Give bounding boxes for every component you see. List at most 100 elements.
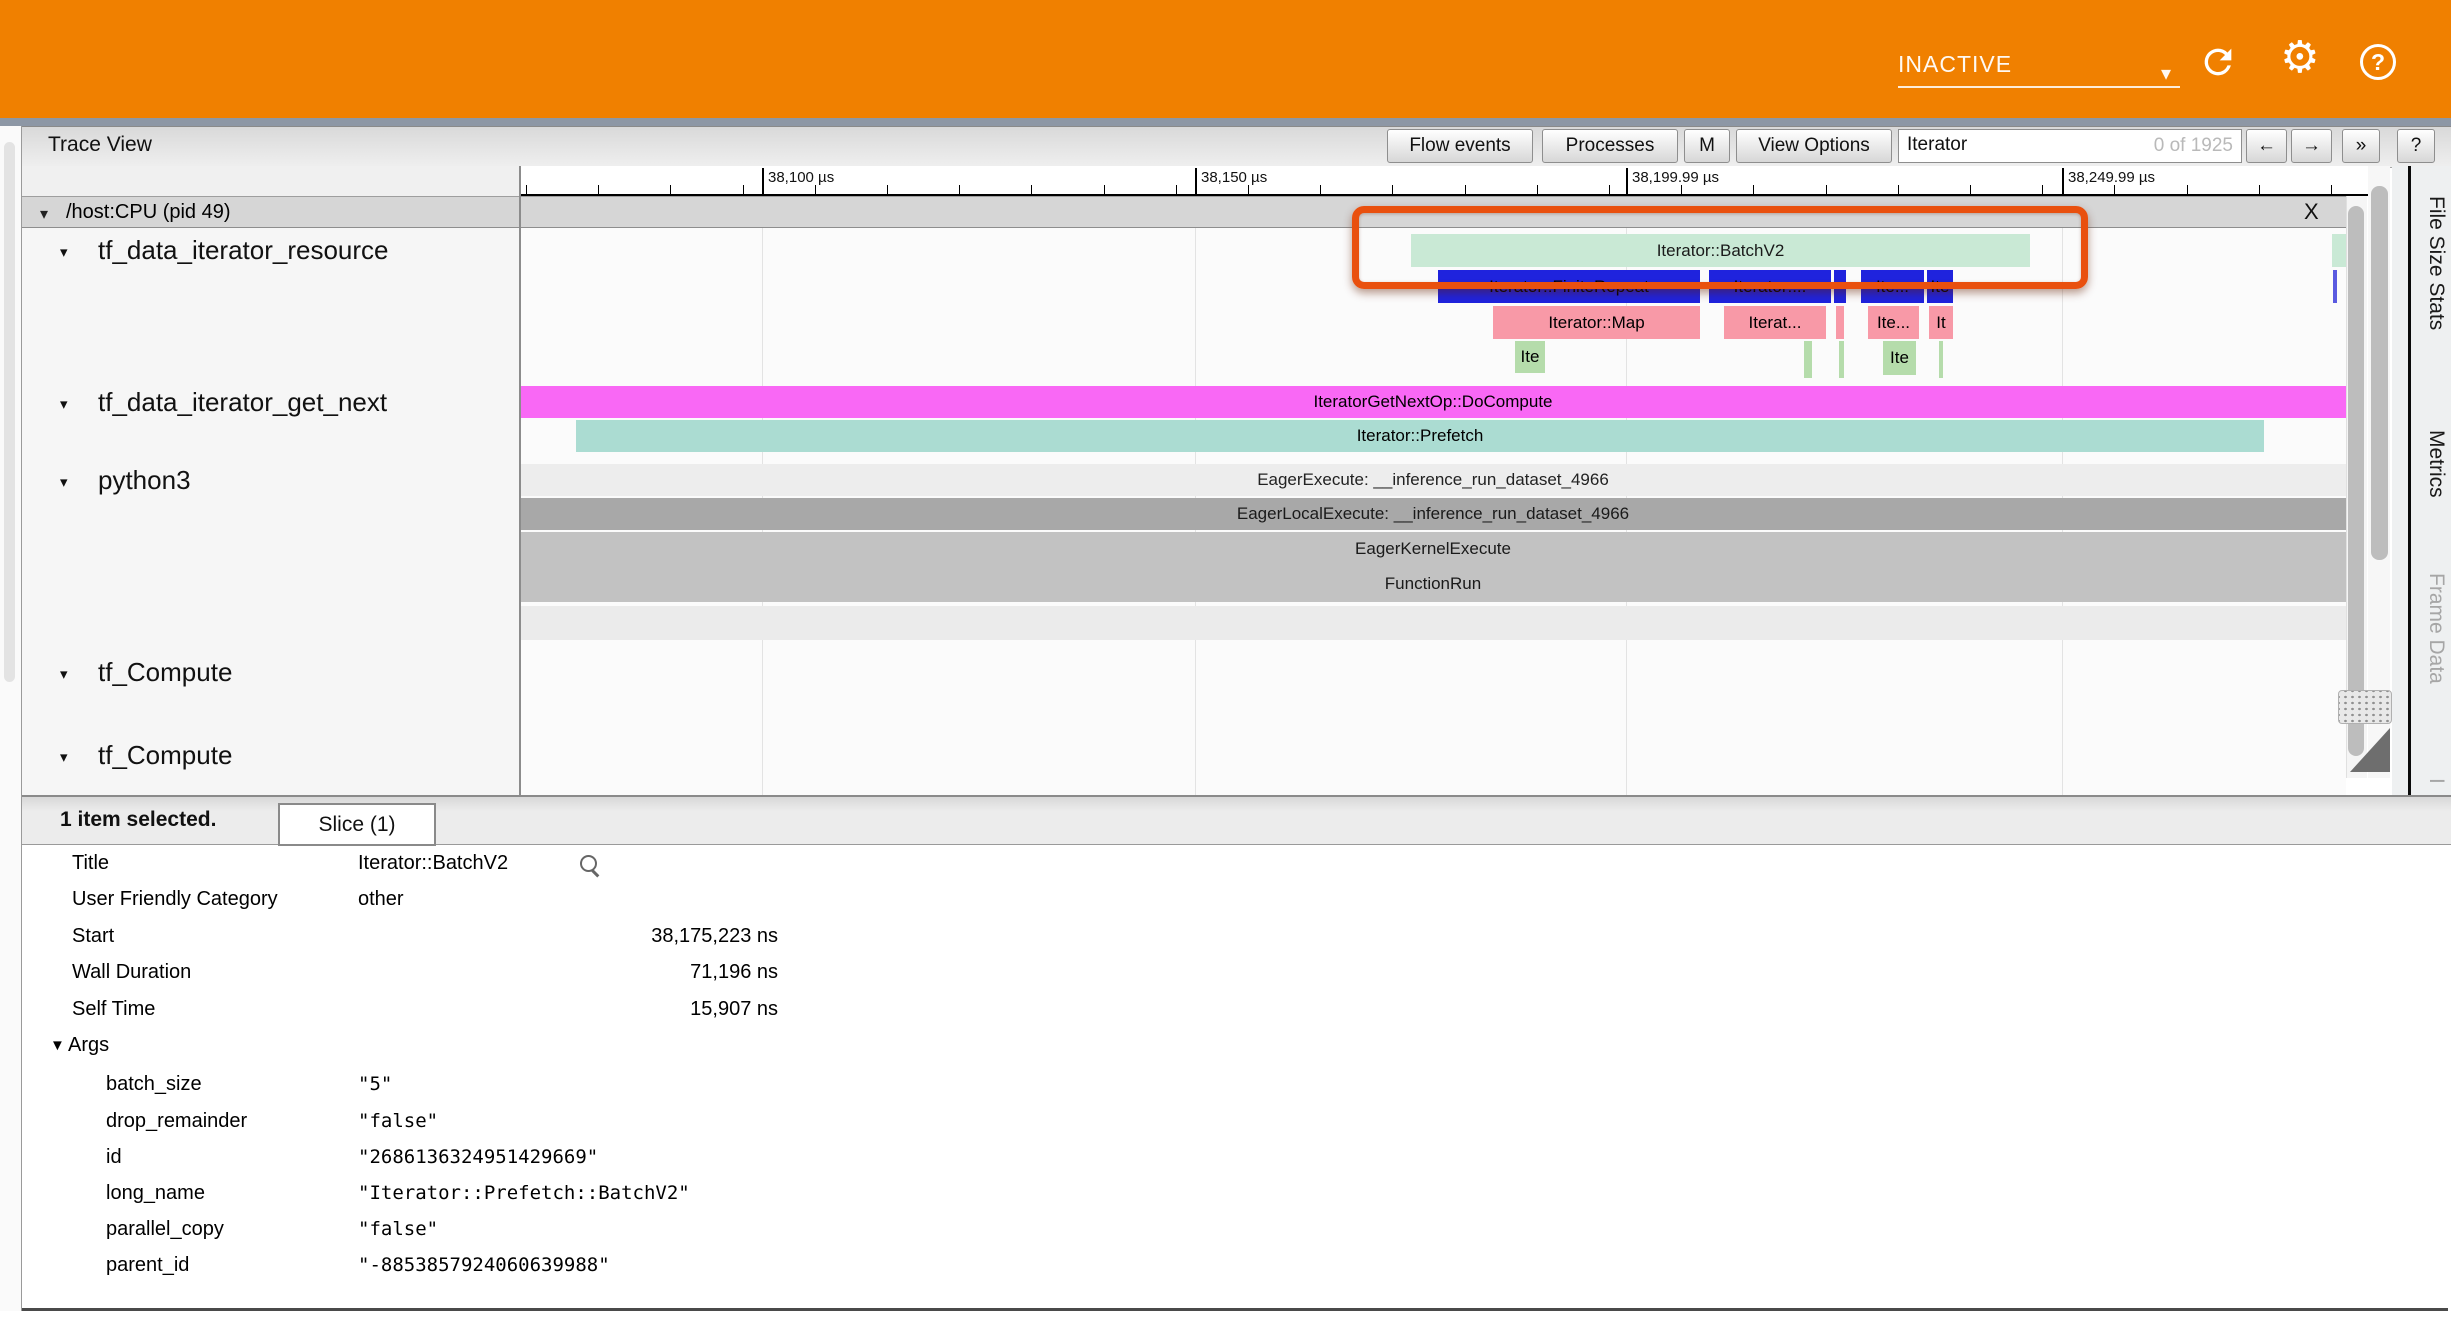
arg-label: drop_remainder xyxy=(106,1109,248,1132)
gutter-scrollbar-thumb[interactable] xyxy=(4,142,15,682)
arg-row-parent_id: parent_id "-8853857924060639988" xyxy=(22,1254,2451,1290)
toolbar-help-button[interactable]: ? xyxy=(2397,129,2435,163)
ruler-minor-tick xyxy=(2331,185,2332,194)
track-label-text: python3 xyxy=(98,465,191,495)
find-next-button[interactable]: → xyxy=(2291,129,2332,163)
arg-value: "-8853857924060639988" xyxy=(358,1254,610,1277)
help-icon[interactable]: ? xyxy=(2360,44,2396,80)
track-label-tf_data_iterator_get_next[interactable]: ▾ tf_data_iterator_get_next xyxy=(22,387,519,419)
arg-value: "5" xyxy=(358,1073,393,1096)
args-section-header[interactable]: ▼ Args xyxy=(22,1034,2451,1070)
ruler-minor-tick xyxy=(670,185,672,194)
track-label-python3[interactable]: ▾ python3 xyxy=(22,465,519,497)
arg-row-drop_remainder: drop_remainder "false" xyxy=(22,1110,2451,1146)
header-divider xyxy=(0,118,2451,126)
arg-label: parallel_copy xyxy=(106,1218,224,1241)
ruler-tick-label: 38,100 µs xyxy=(768,169,835,186)
timeline-slice[interactable] xyxy=(2333,270,2337,303)
timeline-slice-iterator-map[interactable]: Iterator::Map xyxy=(1493,306,1700,339)
process-header[interactable]: ▾ /host:CPU (pid 49) X xyxy=(22,196,2346,228)
timeline-slice[interactable] xyxy=(1834,270,1846,303)
timeline-slice[interactable] xyxy=(521,606,2346,640)
timeline-slice-ite[interactable]: Ite xyxy=(1883,341,1916,375)
timeline-scrollbar-thumb[interactable] xyxy=(2348,206,2364,756)
timeline-slice-ite[interactable]: Ite xyxy=(1515,341,1545,373)
tab-slice[interactable]: Slice (1) xyxy=(278,803,436,846)
selection-status-text: 1 item selected. xyxy=(60,808,217,831)
timeline-slice-iterator-batchv2[interactable]: Iterator::BatchV2 xyxy=(1411,234,2030,267)
collapse-triangle-icon: ▾ xyxy=(60,244,68,261)
find-result-count: 0 of 1925 xyxy=(2153,135,2233,156)
close-icon[interactable]: X xyxy=(2304,199,2319,224)
timeline-slice-eagerlocalexecute-inference-run-dataset-4966[interactable]: EagerLocalExecute: __inference_run_datas… xyxy=(521,498,2346,530)
timeline-slice-iterator-[interactable]: Iterator:... xyxy=(1709,270,1831,303)
ruler-minor-tick xyxy=(1609,185,1610,194)
collapse-controls-button[interactable]: » xyxy=(2342,129,2380,163)
timeline-slice[interactable] xyxy=(1839,341,1844,378)
ruler-left-spacer xyxy=(22,166,519,196)
app-header xyxy=(0,0,2451,118)
side-tab-metrics[interactable]: Metrics xyxy=(2425,430,2448,498)
trace-view-title: Trace View xyxy=(48,133,152,156)
timeline-slice-eagerexecute-inference-run-dataset-4966[interactable]: EagerExecute: __inference_run_dataset_49… xyxy=(521,464,2346,496)
arg-value: "Iterator::Prefetch::BatchV2" xyxy=(358,1182,690,1204)
flow-events-button[interactable]: Flow events xyxy=(1387,129,1533,163)
capture-status-select[interactable]: INACTIVE ▾ xyxy=(1898,46,2180,88)
arg-label: parent_id xyxy=(106,1254,190,1277)
timeline-slice-ite-[interactable]: Ite... xyxy=(1868,306,1919,339)
track-label-tf_data_iterator_resource[interactable]: ▾ tf_data_iterator_resource xyxy=(22,235,519,267)
details-row-label: User Friendly Category xyxy=(72,888,278,911)
view-options-button[interactable]: View Options xyxy=(1736,129,1892,163)
panel-splitter[interactable] xyxy=(519,166,521,795)
details-row-value: other xyxy=(358,888,404,911)
details-row-label: Wall Duration xyxy=(72,961,192,984)
collapse-triangle-icon: ▾ xyxy=(40,206,49,223)
details-row-value: 38,175,223 ns xyxy=(651,924,778,947)
process-header-label: /host:CPU (pid 49) xyxy=(66,201,231,223)
ruler-minor-tick xyxy=(1175,185,1177,194)
timeline-slice[interactable] xyxy=(1804,341,1812,378)
ruler-minor-tick xyxy=(1464,185,1466,194)
resize-grip-icon[interactable] xyxy=(2338,690,2392,724)
details-bottom-border xyxy=(22,1308,2448,1311)
timeline-slice[interactable] xyxy=(1939,341,1943,378)
arg-row-long_name: long_name "Iterator::Prefetch::BatchV2" xyxy=(22,1182,2451,1218)
gear-icon[interactable]: ⚙ xyxy=(2280,33,2320,82)
ruler-minor-tick xyxy=(887,185,888,194)
refresh-icon[interactable] xyxy=(2198,42,2238,82)
ruler-minor-tick xyxy=(1320,185,1322,194)
collapse-triangle-icon: ▾ xyxy=(60,666,68,683)
metrics-m-button[interactable]: M xyxy=(1684,129,1730,163)
timeline-slice[interactable] xyxy=(2332,234,2346,267)
details-row: Title Iterator::BatchV2 xyxy=(22,852,2451,888)
timeline-slice-eagerkernelexecute[interactable]: EagerKernelExecute xyxy=(521,532,2346,566)
collapse-triangle-icon: ▾ xyxy=(60,749,68,766)
timeline-slice-iterat-[interactable]: Iterat... xyxy=(1724,306,1826,339)
outer-scrollbar-thumb[interactable] xyxy=(2371,186,2388,560)
processes-button[interactable]: Processes xyxy=(1542,129,1678,163)
ruler-minor-tick xyxy=(2258,185,2260,194)
timeline-slice-ite-[interactable]: Ite... xyxy=(1861,270,1924,303)
magnifier-icon[interactable] xyxy=(580,855,597,872)
timeline-slice-it[interactable]: It xyxy=(1929,306,1953,339)
timeline-slice-ite[interactable]: Ite xyxy=(1927,270,1953,303)
timeline-slice[interactable] xyxy=(1836,306,1844,339)
track-label-text: tf_data_iterator_resource xyxy=(98,235,389,265)
side-tab-file-size-stats[interactable]: File Size Stats xyxy=(2425,196,2448,331)
trace-timeline: Iterator::BatchV2 Iterator::FiniteRepeat I… xyxy=(521,228,2346,795)
timeline-slice-functionrun[interactable]: FunctionRun xyxy=(521,566,2346,602)
ruler-minor-tick xyxy=(1392,185,1394,194)
ruler-minor-tick xyxy=(1103,185,1105,194)
ruler-minor-tick xyxy=(1536,185,1538,194)
timeline-slice-iterator-prefetch[interactable]: Iterator::Prefetch xyxy=(576,420,2264,452)
find-input[interactable]: Iterator 0 of 1925 xyxy=(1898,129,2242,163)
track-label-tf_Compute[interactable]: ▾ tf_Compute xyxy=(22,740,519,772)
side-tab-divider xyxy=(2408,166,2411,795)
track-labels-panel: ▾ tf_data_iterator_resource ▾ tf_data_itera… xyxy=(22,228,519,795)
details-panel: Title Iterator::BatchV2 User Friendly Cate… xyxy=(22,846,2451,1308)
timeline-slice-iterator-finiterepeat[interactable]: Iterator::FiniteRepeat xyxy=(1438,270,1700,303)
find-previous-button[interactable]: ← xyxy=(2246,129,2287,163)
timeline-slice-iteratorgetnextop-docompute[interactable]: IteratorGetNextOp::DoCompute xyxy=(521,386,2346,418)
track-label-tf_Compute[interactable]: ▾ tf_Compute xyxy=(22,657,519,689)
